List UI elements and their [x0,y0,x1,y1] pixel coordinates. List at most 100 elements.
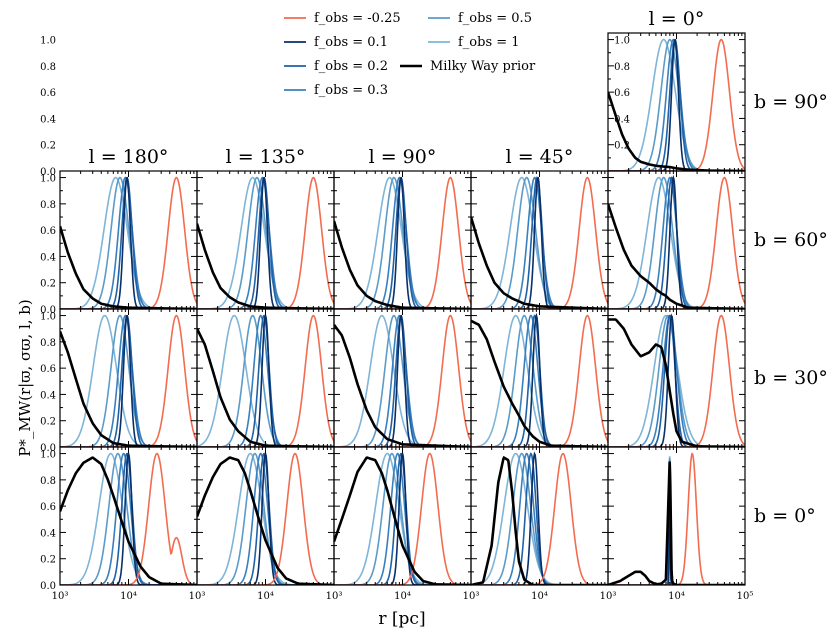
y-tick-label: 0.0 [40,443,56,454]
panel-frame [607,446,746,586]
series-f_m025 [608,452,745,585]
series-f_1 [60,176,197,309]
series-f_m025 [197,176,334,309]
series-f_05 [608,176,745,309]
y-tick-label: 0.8 [40,338,56,349]
y-tick-label: 0.6 [614,88,630,99]
series-f_1 [334,176,471,309]
legend-entry-f_05: f_obs = 0.5 [428,11,532,26]
x-tick-label: 10³ [463,591,480,602]
series-f_01 [608,469,745,585]
series-f_01 [60,450,197,585]
y-tick-label: 0.8 [40,62,56,73]
series-f_03 [608,459,745,585]
series-prior [471,455,608,585]
series-f_03 [471,314,608,447]
y-tick-label: 0.6 [40,364,56,375]
series-prior [197,456,334,585]
panel-l180-b30 [59,308,198,448]
legend-label: f_obs = 0.3 [314,83,388,98]
y-tick-label: 0.0 [40,167,56,178]
row-label: b = 90° [754,91,828,113]
series-f_03 [197,452,334,585]
col-title: l = 180° [89,146,169,168]
legend-label: f_obs = 1 [458,35,520,50]
x-tick-label: 10³ [52,591,69,602]
series-f_m025 [334,314,471,447]
y-tick-label: 0.8 [40,200,56,211]
series-f_m025 [334,176,471,309]
series-f_1 [197,452,334,585]
series-f_05 [608,457,745,585]
y-tick-label: 0.0 [40,305,56,316]
series-f_01 [471,312,608,447]
series-f_03 [608,176,745,309]
series-f_m025 [60,314,197,447]
series-f_m025 [608,314,745,447]
series-f_1 [197,176,334,309]
y-tick-label: 0.6 [40,502,56,513]
series-f_01 [60,314,197,447]
legend-label: f_obs = 0.1 [314,35,388,50]
series-f_05 [471,452,608,585]
panel-l0-b60 [607,170,746,310]
y-tick-label: 0.4 [40,528,56,539]
series-f_02 [197,314,334,447]
series-f_1 [334,314,471,447]
row-label: b = 30° [754,367,828,389]
panel-l90-b0 [333,446,472,586]
x-axis-label: r [pc] [378,609,425,629]
y-tick-label: 0.8 [614,62,630,73]
series-f_01 [471,451,608,585]
panel-l0-b0 [607,446,746,586]
x-tick-label: 10⁵ [737,591,754,602]
row-label: b = 60° [754,229,828,251]
series-f_01 [608,174,745,309]
y-tick-labels: 0.00.20.40.60.81.00.00.20.40.60.81.00.00… [40,36,630,592]
col-title: l = 90° [369,146,437,168]
y-tick-label: 1.0 [40,312,56,323]
panel-l90-b30 [333,308,472,448]
series-prior [334,323,471,447]
y-tick-label: 0.6 [40,88,56,99]
panel-l135-b60 [196,170,335,310]
x-tick-label: 10⁴ [120,591,137,602]
panels-group: 0.00.20.40.60.81.00.00.20.40.60.81.00.00… [40,32,754,602]
row-label: b = 0° [754,505,816,527]
panel-l0-b30 [607,308,746,448]
series-f_1 [60,314,197,447]
y-tick-label: 0.8 [40,476,56,487]
series-f_01 [471,176,608,309]
panel-l45-b30 [470,308,609,448]
x-tick-label: 10³ [326,591,343,602]
col-title: l = 45° [506,146,574,168]
series-f_05 [197,314,334,447]
series-f_03 [608,314,745,447]
series-f_m025 [60,176,197,309]
panel-l135-b0 [196,446,335,586]
series-prior [608,461,745,585]
y-tick-label: 0.2 [40,279,56,290]
legend-entry-f_02: f_obs = 0.2 [284,59,388,74]
y-tick-label: 0.4 [40,252,56,263]
legend-entry-prior: Milky Way prior [400,59,536,74]
y-tick-label: 0.6 [40,226,56,237]
x-tick-label: 10⁴ [668,591,685,602]
x-tick-label: 10⁴ [257,591,274,602]
panel-l135-b30 [196,308,335,448]
y-tick-label: 0.2 [40,417,56,428]
x-tick-label: 10³ [600,591,617,602]
legend-entry-f_1: f_obs = 1 [428,35,520,50]
legend-label: Milky Way prior [430,59,536,74]
legend-entry-f_03: f_obs = 0.3 [284,83,388,98]
y-tick-label: 0.4 [614,114,630,125]
series-f_m025 [471,314,608,447]
series-f_01 [608,38,745,171]
y-tick-label: 1.0 [40,174,56,185]
legend-entry-f_01: f_obs = 0.1 [284,35,388,50]
series-prior [60,456,197,585]
series-f_01 [334,314,471,447]
y-tick-label: 1.0 [614,36,630,47]
series-f_03 [471,176,608,309]
